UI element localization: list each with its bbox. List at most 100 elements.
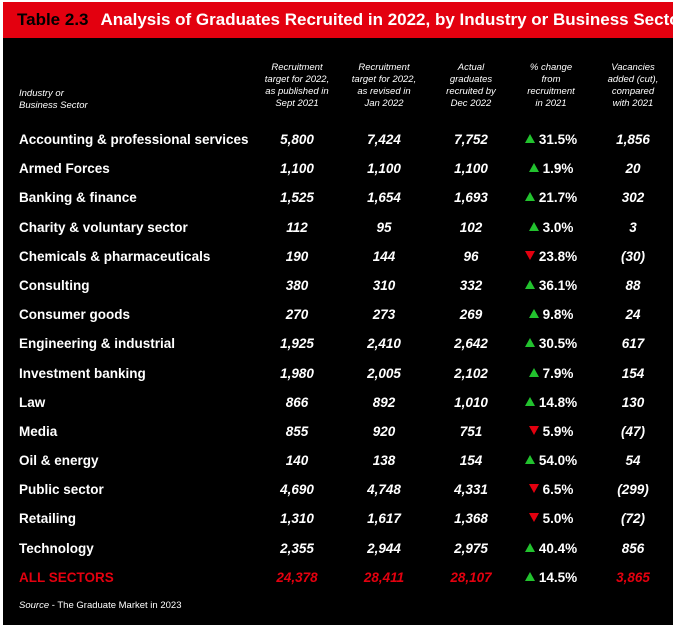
change-value: 14.5% xyxy=(538,569,578,585)
change-value: 5.0% xyxy=(542,511,574,527)
sector-name: Chemicals & pharmaceuticals xyxy=(19,248,211,264)
vacancies-value: (299) xyxy=(617,482,649,498)
header-line: recruited by xyxy=(446,86,496,97)
actual-value: 1,368 xyxy=(454,511,488,527)
vacancies-value: 1,856 xyxy=(616,132,650,147)
sector-name: Oil & energy xyxy=(19,453,99,469)
table-row: Law 866 892 1,010 14.8% 130 xyxy=(3,389,673,418)
table-row: Banking & finance 1,525 1,654 1,693 21.7% 302 xyxy=(3,184,673,213)
change-cell: 1.9% xyxy=(508,161,594,176)
source-note: Source - The Graduate Market in 2023 xyxy=(19,600,181,611)
change-value: 30.5% xyxy=(538,336,578,352)
change-cell: 30.5% xyxy=(508,336,594,351)
table-row: Armed Forces 1,100 1,100 1,100 1.9% 20 xyxy=(3,155,673,184)
actual-value: 1,010 xyxy=(454,394,488,410)
vacancies-value: 617 xyxy=(621,336,645,352)
sector-name: Retailing xyxy=(19,511,77,527)
target-jan-value: 1,100 xyxy=(367,161,401,177)
change-cell: 21.7% xyxy=(508,190,594,205)
actual-value: 1,100 xyxy=(454,161,488,177)
sector-name: ALL SECTORS xyxy=(19,569,114,585)
actual-value: 102 xyxy=(459,219,483,235)
actual-value: 269 xyxy=(459,307,483,323)
target-jan-value: 4,748 xyxy=(367,482,401,498)
vacancies-value: (47) xyxy=(620,423,645,439)
table-row: Consumer goods 270 273 269 9.8% 24 xyxy=(3,301,673,330)
title-bar: Table 2.3 Analysis of Graduates Recruite… xyxy=(3,2,677,38)
header-line: as published in xyxy=(265,86,329,97)
header-line: % change xyxy=(529,62,573,73)
header-line: Vacancies xyxy=(611,62,655,73)
target-sept-value: 24,378 xyxy=(276,569,318,585)
table-row: Investment banking 1,980 2,005 2,102 7.9% 154 xyxy=(3,360,673,389)
sector-name: Charity & voluntary sector xyxy=(19,219,188,235)
up-triangle-icon xyxy=(524,134,535,143)
sector-name: Banking & finance xyxy=(19,190,137,206)
vacancies-value: 3,865 xyxy=(616,569,650,585)
up-triangle-icon xyxy=(528,163,539,173)
change-cell: 36.1% xyxy=(508,278,594,293)
target-jan-value: 1,654 xyxy=(367,190,401,206)
actual-value: 154 xyxy=(459,453,483,469)
vacancies-value: 302 xyxy=(621,190,645,206)
header-line: Jan 2022 xyxy=(364,98,404,109)
actual-value: 4,331 xyxy=(454,482,488,498)
sector-name: Law xyxy=(19,394,46,410)
change-cell: 54.0% xyxy=(508,453,594,468)
sector-name: Engineering & industrial xyxy=(19,336,176,352)
header-line: compared xyxy=(611,86,655,97)
up-triangle-icon xyxy=(524,455,535,465)
up-triangle-icon xyxy=(528,309,539,319)
header-line: Industry or xyxy=(19,88,64,99)
target-jan-value: 7,424 xyxy=(367,132,401,147)
vacancies-value: 856 xyxy=(621,540,645,556)
change-value: 23.8% xyxy=(538,248,578,264)
header-line: graduates xyxy=(449,74,493,85)
sector-name: Media xyxy=(19,423,58,439)
source-label: Source xyxy=(19,600,50,611)
sector-name: Technology xyxy=(19,540,94,556)
actual-value: 2,975 xyxy=(454,540,488,556)
sector-name: Accounting & professional services xyxy=(19,132,249,147)
header-line: target for 2022, xyxy=(351,74,417,85)
header-line: Actual xyxy=(457,62,485,73)
header-line: as revised in xyxy=(357,86,411,97)
change-value: 5.9% xyxy=(542,423,574,439)
change-cell: 5.0% xyxy=(508,511,594,526)
header-line: recruitment xyxy=(527,86,575,97)
target-sept-value: 2,355 xyxy=(280,540,314,556)
change-value: 54.0% xyxy=(538,453,578,469)
actual-value: 7,752 xyxy=(454,132,488,147)
target-jan-value: 273 xyxy=(372,307,396,323)
target-sept-value: 112 xyxy=(286,219,308,235)
target-jan-value: 138 xyxy=(372,453,396,469)
header-line: Sept 2021 xyxy=(275,98,319,109)
target-jan-value: 2,410 xyxy=(367,336,401,352)
target-sept-value: 190 xyxy=(285,248,309,264)
up-triangle-icon xyxy=(528,221,539,231)
table-row: Public sector 4,690 4,748 4,331 6.5% (299) xyxy=(3,476,673,505)
change-value: 6.5% xyxy=(542,482,574,498)
source-text: - The Graduate Market in 2023 xyxy=(49,600,182,611)
total-row: ALL SECTORS 24,378 28,411 28,107 14.5% 3,865 xyxy=(3,564,673,593)
table-row: Consulting 380 310 332 36.1% 88 xyxy=(3,272,673,301)
change-value: 14.8% xyxy=(538,394,578,410)
down-triangle-icon xyxy=(524,250,535,260)
table-row: Engineering & industrial 1,925 2,410 2,642 3… xyxy=(3,330,673,359)
header-line: added (cut), xyxy=(607,74,659,85)
up-triangle-icon xyxy=(528,367,539,377)
target-sept-value: 866 xyxy=(285,394,309,410)
vacancies-value: 3 xyxy=(629,219,637,235)
header-line: target for 2022, xyxy=(264,74,330,85)
vacancies-value: 54 xyxy=(625,453,641,469)
target-sept-value: 1,310 xyxy=(280,511,314,527)
table-title: Analysis of Graduates Recruited in 2022,… xyxy=(100,10,677,29)
actual-value: 2,642 xyxy=(454,336,488,352)
header-change: % change from recruitment in 2021 xyxy=(508,62,594,110)
header-vacancies: Vacancies added (cut), compared with 202… xyxy=(590,62,676,110)
change-value: 21.7% xyxy=(538,190,578,206)
target-sept-value: 140 xyxy=(285,453,309,469)
actual-value: 1,693 xyxy=(454,190,488,206)
target-jan-value: 144 xyxy=(372,248,396,264)
header-line: Business Sector xyxy=(19,100,88,111)
